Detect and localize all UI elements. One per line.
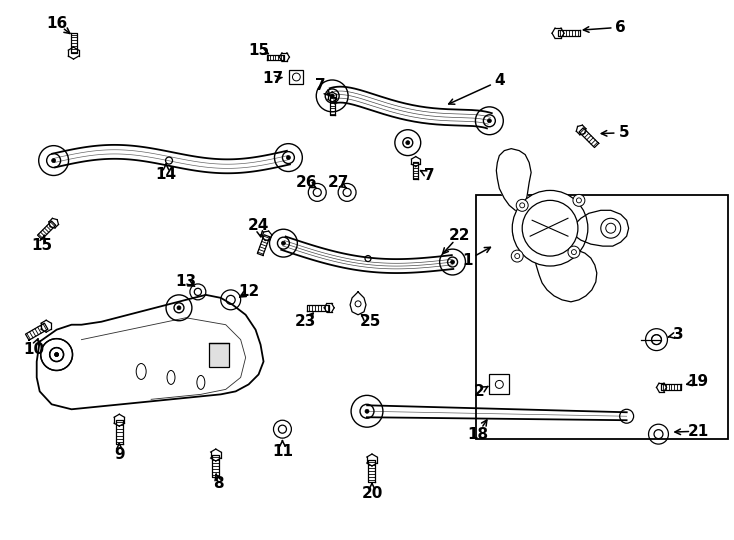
Circle shape <box>601 218 621 238</box>
Polygon shape <box>350 292 366 315</box>
Text: 15: 15 <box>31 238 52 253</box>
Text: 4: 4 <box>494 73 505 89</box>
Polygon shape <box>496 148 531 210</box>
Text: 18: 18 <box>467 427 488 442</box>
Circle shape <box>51 159 56 163</box>
Circle shape <box>281 241 286 245</box>
Text: 25: 25 <box>360 314 381 329</box>
Text: 24: 24 <box>248 218 269 233</box>
Text: 10: 10 <box>23 342 44 357</box>
Bar <box>208 342 229 367</box>
Polygon shape <box>367 406 627 420</box>
Text: 13: 13 <box>175 274 197 289</box>
Text: 14: 14 <box>156 167 177 182</box>
Circle shape <box>54 353 59 356</box>
Text: 7: 7 <box>424 168 435 183</box>
Circle shape <box>177 306 181 310</box>
Text: 16: 16 <box>46 16 68 31</box>
Bar <box>289 70 303 84</box>
Circle shape <box>512 191 588 266</box>
Text: 5: 5 <box>618 125 629 140</box>
Text: 19: 19 <box>688 374 709 389</box>
Text: 21: 21 <box>688 424 709 438</box>
Bar <box>490 374 509 394</box>
Text: 3: 3 <box>673 327 683 342</box>
Circle shape <box>286 156 291 160</box>
Text: 7: 7 <box>315 78 326 93</box>
Circle shape <box>516 199 528 211</box>
Text: 17: 17 <box>262 71 283 86</box>
Circle shape <box>365 409 369 413</box>
Text: 11: 11 <box>272 443 293 458</box>
Polygon shape <box>281 237 454 273</box>
Circle shape <box>512 250 523 262</box>
Polygon shape <box>37 295 264 409</box>
Polygon shape <box>52 145 290 173</box>
Text: 1: 1 <box>462 253 473 267</box>
Polygon shape <box>574 210 628 246</box>
Text: 12: 12 <box>238 285 259 299</box>
Circle shape <box>568 246 580 258</box>
Text: 27: 27 <box>327 175 349 190</box>
Polygon shape <box>330 86 492 129</box>
Polygon shape <box>513 200 577 256</box>
Circle shape <box>330 94 334 98</box>
Circle shape <box>451 260 454 264</box>
Text: 8: 8 <box>214 476 224 491</box>
Text: 23: 23 <box>294 314 316 329</box>
Circle shape <box>487 119 491 123</box>
Text: 6: 6 <box>615 20 626 35</box>
Circle shape <box>522 200 578 256</box>
Text: 2: 2 <box>474 384 484 399</box>
Text: 20: 20 <box>361 487 382 501</box>
Text: 26: 26 <box>296 175 317 190</box>
Circle shape <box>573 194 585 206</box>
Text: 22: 22 <box>448 228 470 242</box>
Circle shape <box>406 140 410 145</box>
Text: 9: 9 <box>114 447 125 462</box>
Text: 15: 15 <box>248 43 269 58</box>
Circle shape <box>54 353 59 356</box>
Bar <box>476 195 728 439</box>
Polygon shape <box>534 250 597 302</box>
